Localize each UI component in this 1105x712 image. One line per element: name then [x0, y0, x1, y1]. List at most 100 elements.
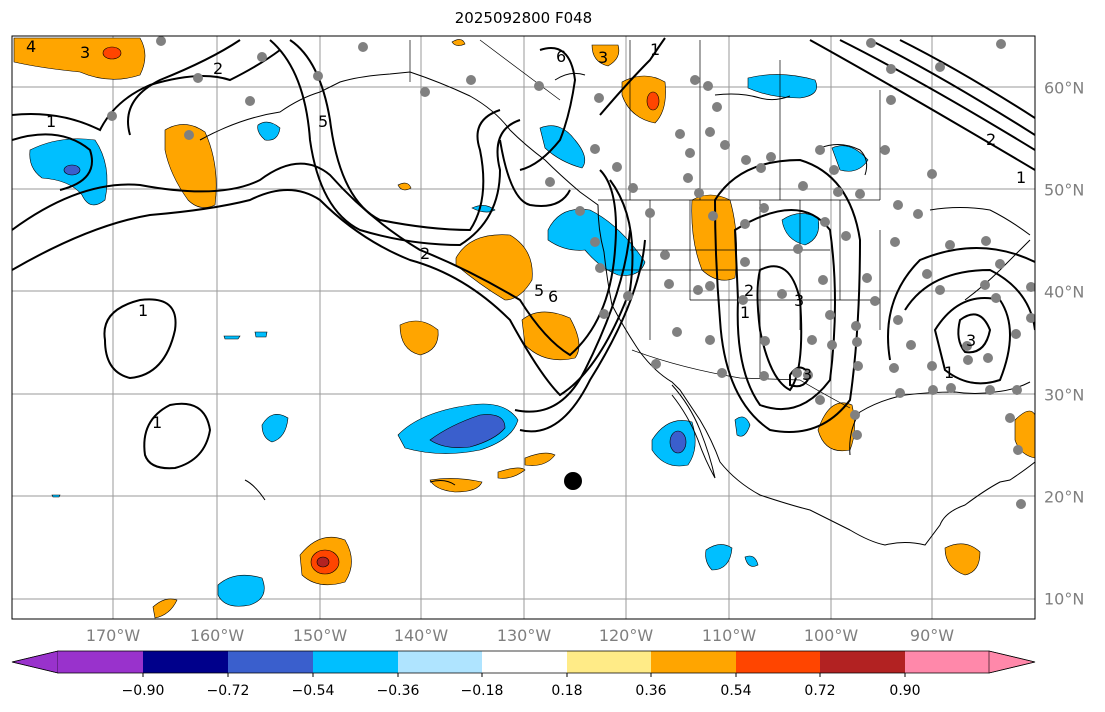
contour-line — [143, 402, 212, 470]
contour-line — [839, 39, 1035, 151]
negative-anomaly-area — [705, 544, 733, 571]
contour-label: 1 — [944, 363, 954, 382]
coastline — [244, 479, 266, 501]
positive-anomaly-area — [397, 182, 412, 191]
coastline — [819, 144, 868, 176]
colorbar-segment — [58, 651, 143, 673]
map-frame — [11, 35, 1036, 620]
coastlines — [199, 71, 1035, 546]
positive-anomaly-core — [646, 91, 660, 111]
contour-line — [289, 39, 501, 232]
colorbar-segment — [398, 651, 482, 673]
positive-anomaly-area — [944, 543, 981, 576]
coastline — [929, 207, 1031, 236]
figure-title: 2025092800 F048 — [454, 9, 593, 27]
colorbar-tick-label: 0.18 — [551, 683, 583, 699]
latitude-label: 30°N — [1044, 385, 1085, 405]
contours — [12, 37, 1035, 470]
colorbar-segment — [482, 651, 567, 673]
latitude-label: 50°N — [1044, 180, 1085, 200]
political-borders — [409, 39, 881, 409]
contour-label: 5 — [318, 112, 328, 131]
contour-line — [519, 239, 646, 433]
negative-anomaly-area — [223, 335, 241, 340]
colorbar-extend-min — [11, 650, 59, 674]
colorbar-tick-label: −0.36 — [376, 683, 420, 699]
coastline — [964, 239, 1031, 301]
positive-anomaly-area — [521, 311, 580, 361]
contour-label: 4 — [26, 37, 36, 56]
colorbar-tick-label: −0.54 — [291, 683, 335, 699]
longitude-label: 140°W — [393, 626, 449, 645]
negative-anomaly-core — [63, 164, 81, 176]
contour-label: 3 — [966, 331, 976, 350]
latitude-label: 10°N — [1044, 589, 1085, 609]
negative-anomaly-area — [51, 494, 61, 498]
us-mexico-border — [631, 349, 851, 409]
contour-label: 1 — [1016, 168, 1026, 187]
coastline — [199, 71, 1035, 546]
colorbar-segment — [313, 651, 398, 673]
contour-label: 1 — [46, 112, 56, 131]
negative-anomaly-area — [217, 574, 265, 607]
negative-anomaly-area — [539, 125, 586, 169]
positive-anomaly-core — [316, 556, 330, 568]
contour-label: 6 — [556, 47, 566, 66]
contour-line — [899, 39, 1035, 119]
negative-anomaly-area — [257, 121, 281, 141]
positive-anomaly-area — [591, 44, 620, 67]
canada-provinces — [479, 39, 881, 200]
latitude-label: 20°N — [1044, 487, 1085, 507]
negative-anomaly-area — [261, 413, 289, 443]
contour-label: 1 — [152, 413, 162, 432]
colorbar-tick-label: −0.18 — [460, 683, 504, 699]
colorbar-segment — [567, 651, 651, 673]
contour-line — [933, 297, 1011, 385]
colorbar-segment — [228, 651, 313, 673]
contour-line — [756, 265, 803, 392]
contour-labels: 1 1 1 1 1 1 1 2 2 2 2 3 3 3 3 3 4 5 5 6 … — [26, 37, 1026, 432]
longitude-label: 130°W — [496, 626, 552, 645]
contour-label: 5 — [534, 281, 544, 300]
positive-anomaly-area — [621, 75, 666, 124]
contour-line — [519, 47, 577, 171]
colorbar-extend-max — [988, 650, 1036, 674]
negative-anomaly-core — [669, 430, 687, 454]
colorbar-tick-label: 0.90 — [889, 683, 921, 699]
positive-anomaly-area — [691, 194, 737, 281]
longitude-label: 90°W — [909, 626, 955, 645]
positive-anomaly-core — [102, 46, 122, 60]
longitude-label: 150°W — [292, 626, 348, 645]
coastline — [671, 384, 716, 479]
contour-line — [12, 179, 634, 397]
contour-line — [869, 39, 1035, 136]
state-borders — [600, 200, 881, 378]
longitude-label: 100°W — [803, 626, 859, 645]
contour-label: 1 — [138, 301, 148, 320]
positive-anomaly-area — [497, 467, 526, 479]
contour-line — [103, 298, 177, 380]
station-dots — [107, 36, 1035, 509]
contour-line — [599, 37, 666, 116]
coastline — [429, 480, 456, 486]
contour-label: 2 — [213, 59, 223, 78]
coastline — [554, 72, 586, 81]
longitude-label: 160°W — [189, 626, 245, 645]
contour-line — [269, 39, 521, 247]
coastline — [849, 381, 1031, 456]
colorbar — [11, 650, 1036, 677]
contour-label: 2 — [420, 244, 430, 263]
longitude-label: 120°W — [598, 626, 654, 645]
contour-line — [12, 162, 617, 357]
colorbar-segment — [820, 651, 905, 673]
contour-line — [127, 39, 241, 136]
colorbar-tick-label: −0.90 — [121, 683, 165, 699]
colorbar-segment — [651, 651, 736, 673]
contour-line — [499, 139, 571, 207]
latitude-label: 60°N — [1044, 78, 1085, 98]
colorbar-tick-label: 0.72 — [804, 683, 836, 699]
anomaly-shading — [13, 37, 1035, 619]
longitude-label: 110°W — [701, 626, 757, 645]
colorbar-segment — [905, 651, 989, 673]
positive-anomaly-area — [152, 598, 178, 619]
